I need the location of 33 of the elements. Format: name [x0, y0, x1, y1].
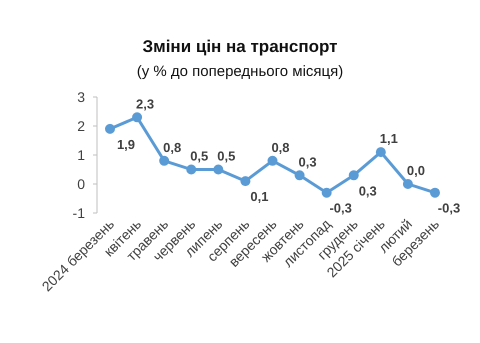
point [348, 170, 359, 180]
data-label: 0,8 [271, 140, 290, 155]
y-tick-label: 3 [77, 89, 86, 105]
point [376, 147, 386, 158]
data-label: -0,3 [438, 200, 460, 216]
point [132, 112, 142, 122]
y-tick-label: 1 [77, 147, 86, 163]
y-tick-label: -1 [72, 205, 86, 221]
chart-subtitle: (у % до попереднього місяця) [136, 63, 344, 80]
y-tick-label: 2 [77, 118, 86, 134]
data-label: 0,3 [358, 183, 377, 198]
point [105, 124, 115, 134]
data-label: 1,9 [116, 136, 136, 152]
point [186, 164, 196, 174]
y-tick-label: 0 [77, 176, 86, 192]
point [402, 179, 413, 189]
point [268, 156, 278, 166]
data-label: 2,3 [136, 96, 154, 112]
data-label: 0,8 [163, 140, 182, 155]
point [294, 170, 305, 180]
data-label: 0,5 [190, 148, 208, 164]
point [322, 188, 332, 198]
data-label: -0,3 [329, 200, 352, 216]
point [213, 164, 224, 174]
data-label: 0,0 [406, 163, 425, 178]
data-label: 0,3 [298, 154, 317, 170]
data-label: 1,1 [380, 131, 398, 146]
point [240, 176, 250, 186]
data-label: 0,1 [250, 189, 268, 204]
data-label: 0,5 [217, 148, 236, 164]
point [430, 188, 440, 198]
chart-title: Зміни цін на транспорт [142, 37, 338, 56]
point [159, 156, 170, 166]
